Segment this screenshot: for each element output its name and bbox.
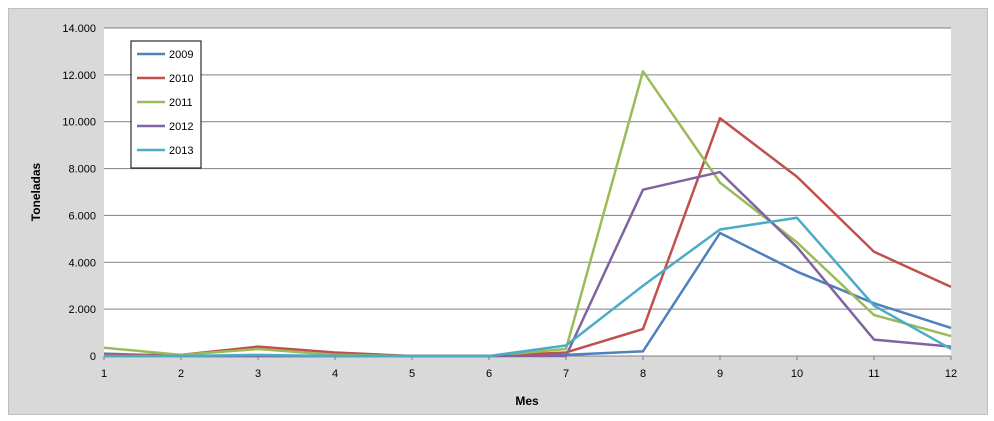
legend-label: 2011	[169, 97, 193, 109]
x-tick-label: 3	[255, 368, 261, 380]
x-tick-label: 6	[486, 368, 492, 380]
x-tick-labels: 1 2 3 4 5 6 7 8 9 10 11 12	[101, 356, 957, 380]
legend: 2009 2010 2011 2012 2013	[130, 40, 202, 169]
x-tick-label: 12	[945, 368, 957, 380]
legend-label: 2013	[169, 145, 193, 157]
legend-label: 2012	[169, 121, 193, 133]
y-tick-label: 2.000	[68, 304, 96, 316]
y-tick-label: 8.000	[68, 164, 96, 176]
y-tick-label: 10.000	[62, 117, 96, 129]
legend-label: 2009	[169, 49, 193, 61]
x-tick-label: 11	[868, 368, 879, 380]
y-tick-label: 12.000	[62, 70, 96, 82]
x-axis-title: Mes	[515, 394, 539, 408]
legend-label: 2010	[169, 73, 193, 85]
x-tick-label: 4	[332, 368, 338, 380]
series-line-2013	[104, 216, 952, 358]
y-axis-title: Toneladas	[29, 162, 43, 221]
x-tick-label: 9	[717, 368, 723, 380]
chart-frame: 0 2.000 4.000 6.000 8.000 10.000 12.000 14.000 …	[8, 8, 988, 415]
x-tick-label: 2	[178, 368, 184, 380]
series-line-2010	[104, 116, 952, 358]
y-tick-labels: 0 2.000 4.000 6.000 8.000 10.000 12.000 14.000	[62, 23, 96, 363]
legend-box	[130, 40, 202, 169]
series-line-2011	[103, 70, 952, 358]
x-tick-label: 5	[409, 368, 415, 380]
gridlines	[104, 27, 951, 310]
y-tick-label: 0	[90, 351, 96, 363]
y-tick-label: 4.000	[68, 257, 96, 269]
x-tick-label: 1	[101, 368, 107, 380]
line-chart: 02.0004.0006.0008.00010.00012.00014.000 …	[29, 23, 957, 408]
plot-area	[104, 28, 951, 356]
y-tick-label: 14.000	[62, 23, 96, 35]
series-lines	[103, 70, 952, 358]
x-tick-label: 7	[563, 368, 569, 380]
x-tick-label: 10	[791, 368, 803, 380]
x-tick-label: 8	[640, 368, 646, 380]
y-tick-label: 6.000	[68, 210, 96, 222]
